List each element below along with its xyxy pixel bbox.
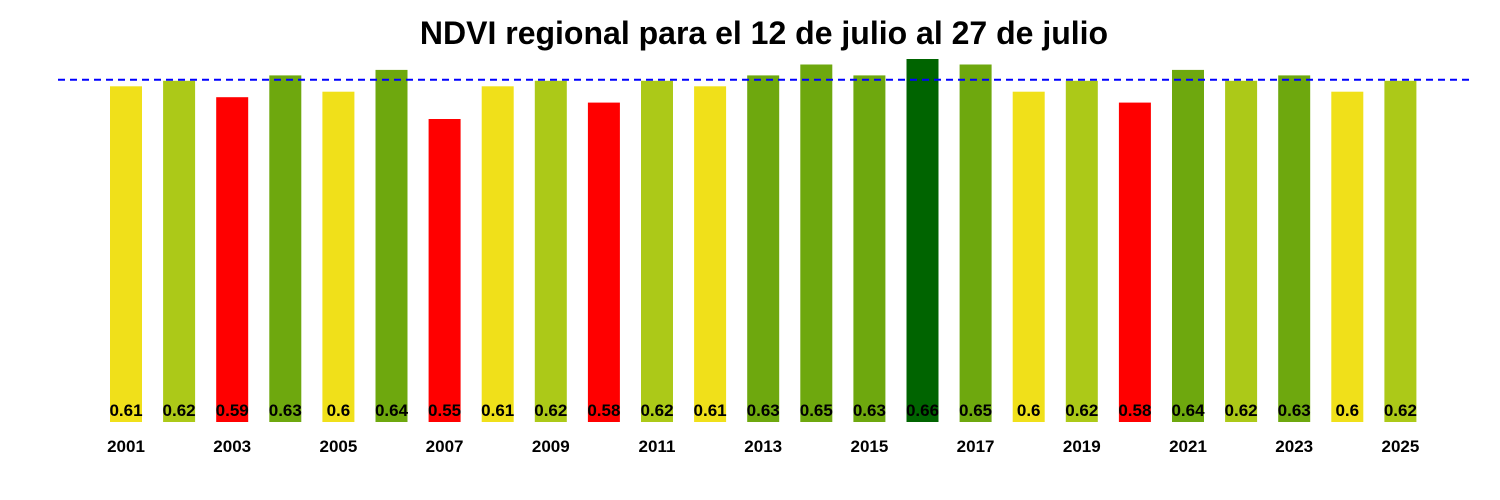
bar-2008 (481, 86, 514, 423)
x-tick-label-2011: 2011 (639, 437, 676, 456)
x-tick-label-2021: 2021 (1169, 437, 1207, 456)
value-label-2002: 0.62 (163, 401, 196, 420)
bar-2009 (534, 80, 567, 423)
bar-2007 (428, 119, 461, 422)
bar-2013 (747, 75, 780, 423)
value-label-2014: 0.65 (800, 401, 833, 420)
bar-2015 (853, 75, 886, 423)
x-tick-label-2005: 2005 (319, 437, 357, 456)
bar-2024 (1331, 91, 1364, 422)
x-tick-label-2019: 2019 (1063, 437, 1101, 456)
value-label-2024: 0.6 (1335, 401, 1359, 420)
x-tick-label-2001: 2001 (107, 437, 145, 456)
bar-2011 (641, 80, 673, 423)
bar-2004 (269, 75, 302, 423)
value-label-2025: 0.62 (1384, 401, 1417, 420)
value-labels-group: 0.61 0.62 0.59 0.63 0.6 0.64 0.55 0.61 0.62 0.58 0… (109, 401, 1416, 420)
value-label-2023: 0.63 (1278, 401, 1311, 420)
bar-2021 (1172, 69, 1204, 423)
value-label-2008: 0.61 (481, 401, 514, 420)
value-label-2006: 0.64 (375, 401, 409, 420)
value-label-2019: 0.62 (1065, 401, 1098, 420)
value-label-2022: 0.62 (1225, 401, 1258, 420)
bar-2016 (906, 59, 939, 422)
value-label-2020: 0.58 (1118, 401, 1151, 420)
x-tick-label-2015: 2015 (850, 437, 888, 456)
value-label-2021: 0.64 (1171, 401, 1205, 420)
value-label-2001: 0.61 (109, 401, 142, 420)
bar-2001 (110, 86, 142, 423)
bar-2010 (587, 102, 620, 422)
bars-group (110, 59, 1417, 423)
bar-2023 (1278, 75, 1311, 423)
bar-2005 (322, 91, 355, 422)
bar-2017 (959, 64, 992, 422)
value-label-2003: 0.59 (216, 401, 249, 420)
value-label-2015: 0.63 (853, 401, 886, 420)
value-label-2013: 0.63 (747, 401, 780, 420)
bar-2002 (163, 80, 196, 423)
x-tick-label-2017: 2017 (957, 437, 995, 456)
x-tick-label-2025: 2025 (1381, 437, 1419, 456)
bar-2012 (694, 86, 727, 423)
bar-2020 (1118, 102, 1151, 422)
bar-2025 (1384, 80, 1417, 423)
bar-2006 (375, 69, 408, 423)
value-label-2012: 0.61 (694, 401, 727, 420)
value-label-2004: 0.63 (269, 401, 302, 420)
value-label-2018: 0.6 (1017, 401, 1041, 420)
value-label-2017: 0.65 (959, 401, 992, 420)
value-label-2005: 0.6 (327, 401, 351, 420)
x-tick-label-2009: 2009 (532, 437, 570, 456)
value-label-2011: 0.62 (640, 401, 673, 420)
value-label-2016: 0.66 (906, 401, 939, 420)
bar-2014 (800, 64, 833, 422)
bar-2003 (216, 97, 249, 422)
x-tick-label-2013: 2013 (744, 437, 782, 456)
x-tick-label-2023: 2023 (1275, 437, 1313, 456)
x-tick-label-2007: 2007 (426, 437, 464, 456)
value-label-2010: 0.58 (587, 401, 620, 420)
value-label-2007: 0.55 (428, 401, 461, 420)
bar-2022 (1225, 80, 1258, 423)
value-label-2009: 0.62 (534, 401, 567, 420)
chart-title: NDVI regional para el 12 de julio al 27 … (420, 15, 1108, 51)
bar-2019 (1065, 80, 1098, 423)
bar-2018 (1012, 91, 1045, 422)
x-tick-label-2003: 2003 (213, 437, 251, 456)
x-tick-labels-group: 2001 2003 2005 2007 2009 2011 2013 2015 2017 2019… (107, 437, 1419, 456)
